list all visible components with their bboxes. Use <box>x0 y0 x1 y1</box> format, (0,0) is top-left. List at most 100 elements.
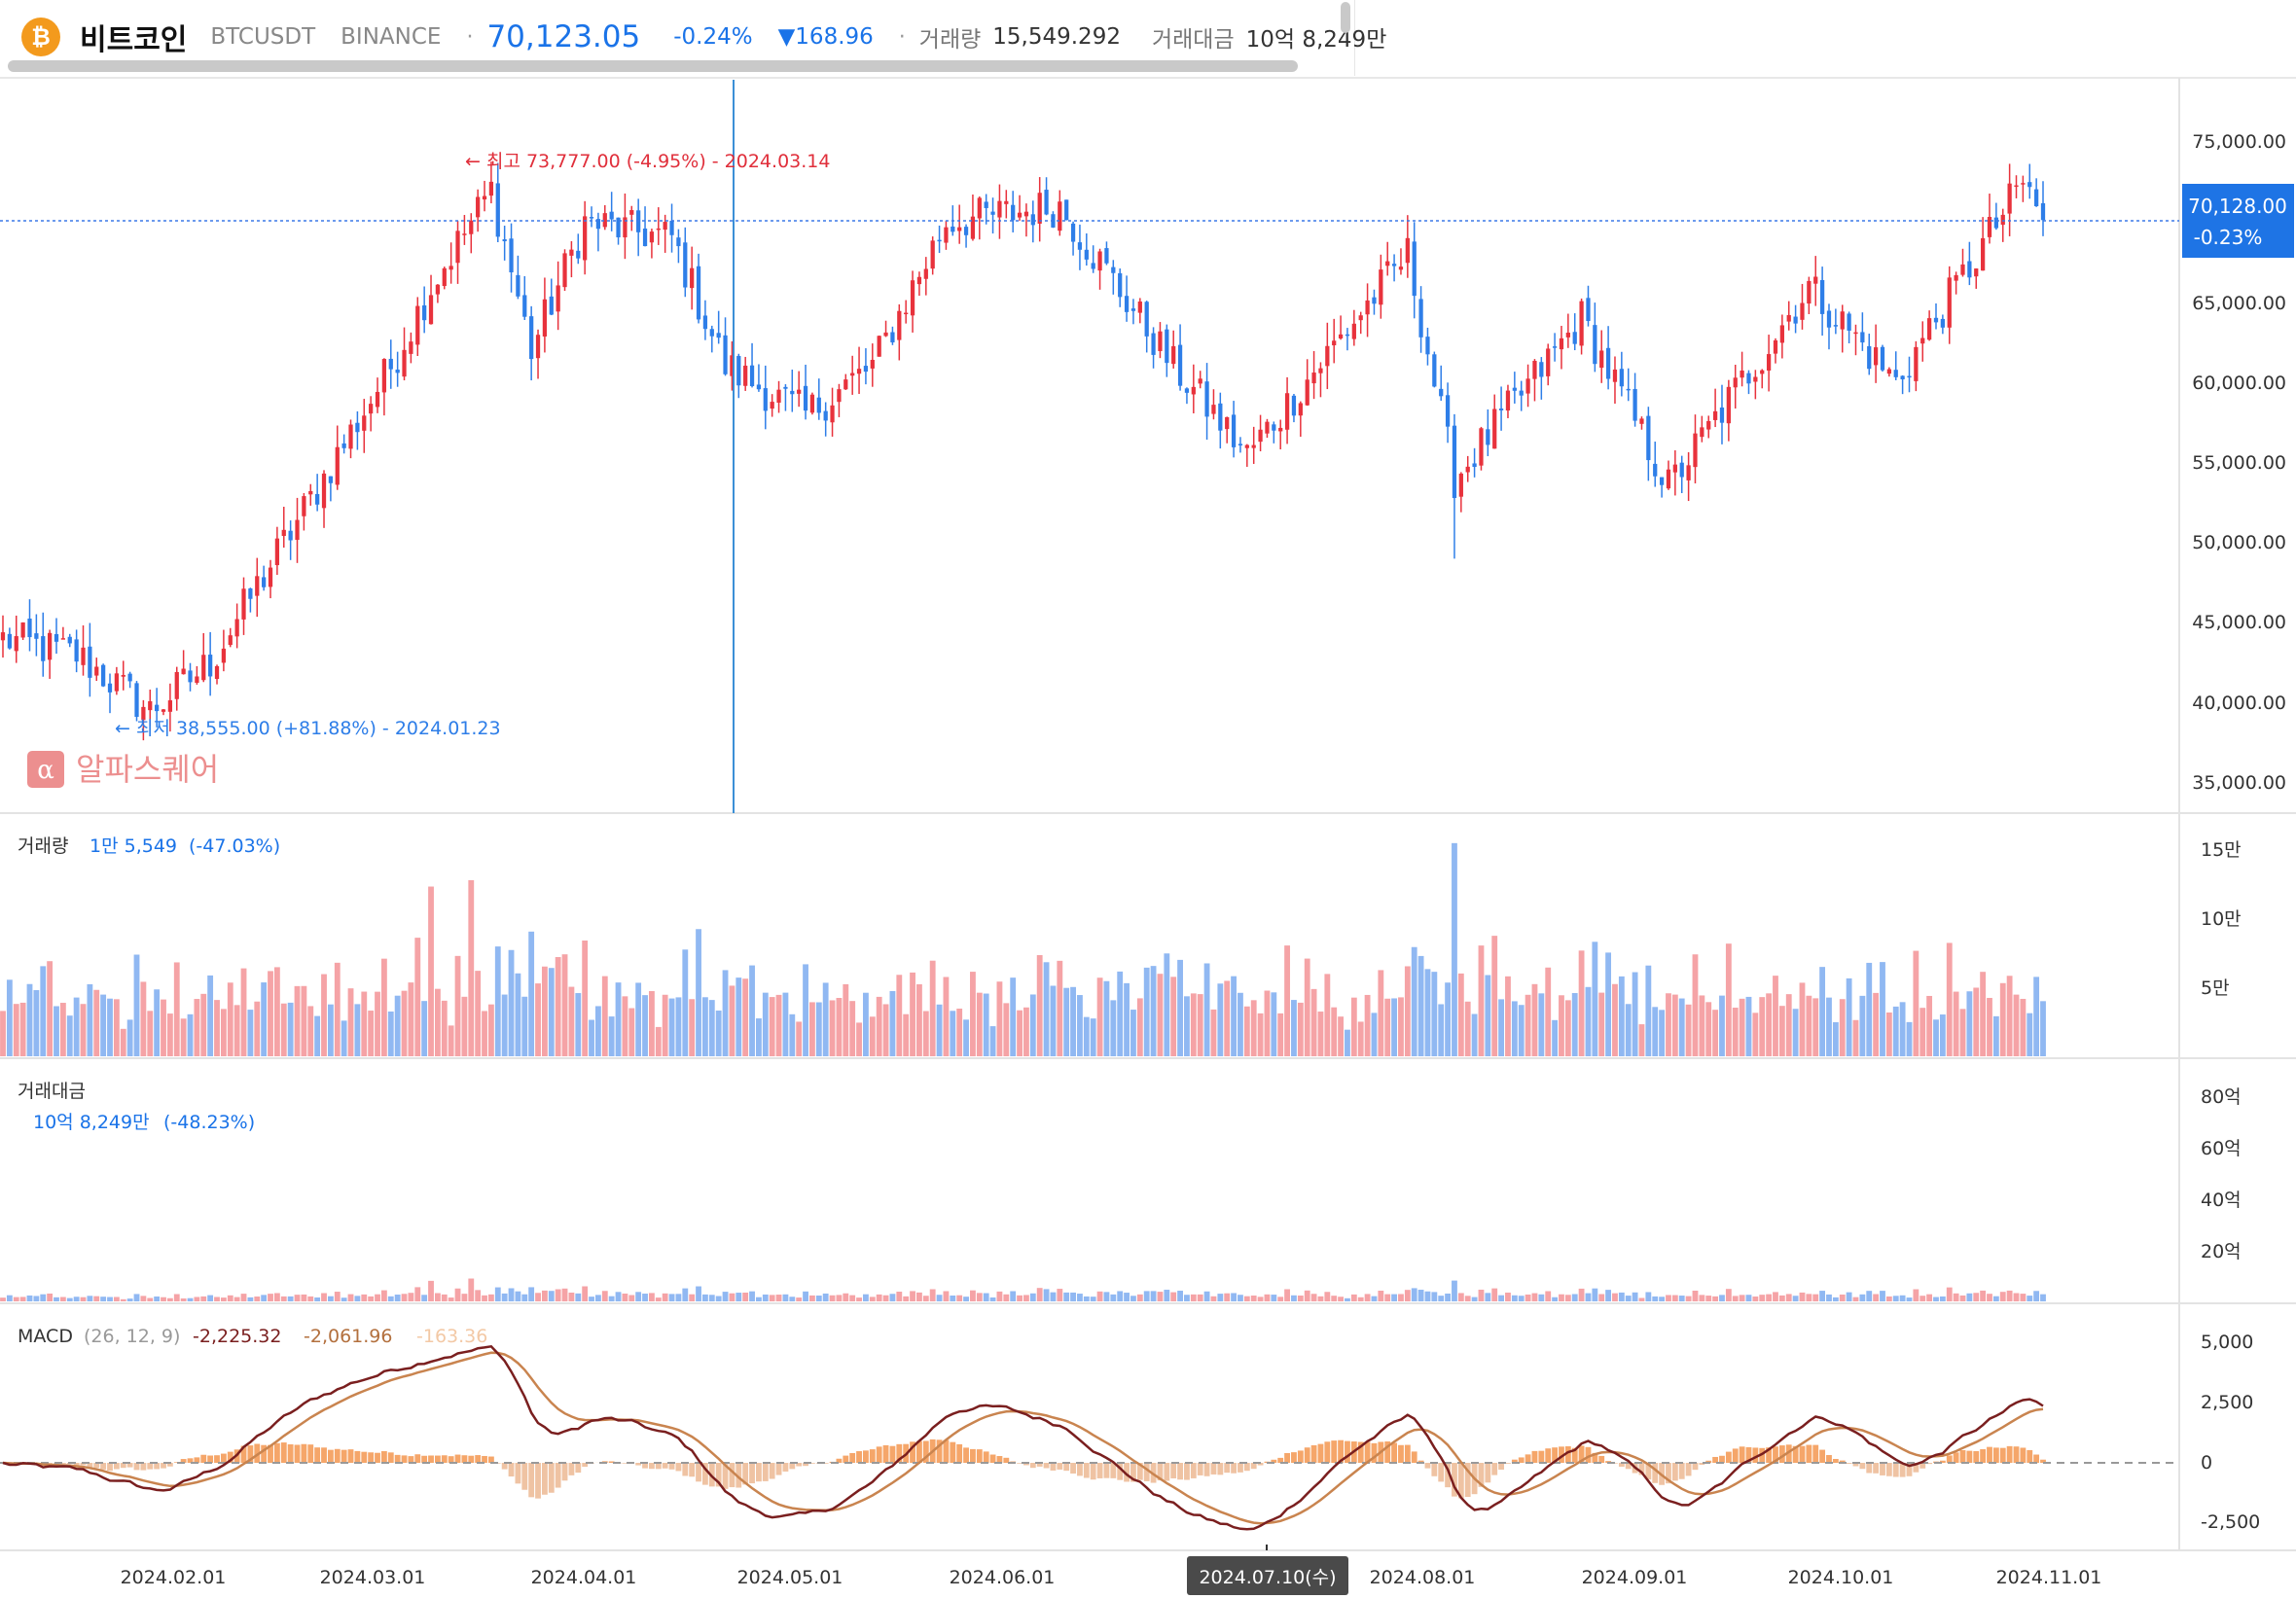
candle-body <box>1385 261 1390 266</box>
amount-bar <box>268 1294 273 1301</box>
macd-hist-bar <box>689 1463 696 1477</box>
volume-bar <box>1130 1010 1136 1056</box>
candle-body <box>435 284 441 295</box>
candle-body <box>1512 387 1517 391</box>
volume-bar <box>1719 995 1725 1056</box>
candle-body <box>1158 331 1163 351</box>
amount-bar <box>756 1297 762 1301</box>
amount-bar <box>1331 1296 1338 1301</box>
macd-hist-bar <box>876 1446 882 1463</box>
volume-bar <box>1350 997 1357 1056</box>
amount-bar <box>454 1288 461 1301</box>
amount-bar <box>1692 1290 1699 1301</box>
candle-body <box>20 622 25 638</box>
amount-bar <box>910 1291 915 1301</box>
macd-hist-bar <box>1003 1457 1010 1463</box>
date-axis-tick: 2024.10.01 <box>1788 1567 1894 1588</box>
candle-body <box>1599 350 1604 369</box>
volume-bar <box>1070 986 1076 1056</box>
amount-bar <box>1143 1291 1150 1301</box>
candle-body <box>1847 313 1851 331</box>
volume-bar <box>1103 980 1110 1056</box>
macd-hist-bar <box>394 1454 401 1463</box>
volume-bar <box>207 975 214 1056</box>
candle-body <box>1412 241 1417 297</box>
amount-bar <box>1238 1295 1243 1301</box>
volume-bar <box>166 1013 173 1056</box>
candle-body <box>783 386 788 389</box>
macd-hist-bar <box>1819 1449 1826 1463</box>
macd-hist-bar <box>280 1442 287 1463</box>
volume-bar <box>501 994 508 1056</box>
candle-body <box>101 664 106 687</box>
candle-body <box>195 676 199 684</box>
candle-body <box>274 538 280 566</box>
amount-bar <box>1177 1291 1183 1301</box>
volume-bar <box>1678 998 1685 1056</box>
macd-hist-bar <box>575 1463 582 1474</box>
candle-body <box>823 410 828 421</box>
candle-body <box>1372 297 1377 304</box>
candle-body <box>1231 414 1237 447</box>
candle-body <box>562 253 567 288</box>
volume-bar <box>950 1011 956 1056</box>
macd-hist-bar <box>749 1463 755 1484</box>
amount-bar <box>608 1296 615 1301</box>
amount-bar <box>1799 1292 1806 1301</box>
macd-hist-bar <box>1812 1444 1819 1463</box>
macd-hist-bar <box>154 1463 161 1470</box>
candle-body <box>1867 345 1872 370</box>
amount-bar <box>1117 1291 1124 1301</box>
macd-hist-bar <box>548 1463 555 1493</box>
amount-bar <box>561 1288 568 1301</box>
macd-signal-value: -2,061.96 <box>304 1326 392 1347</box>
candle-body <box>923 268 928 279</box>
candle-body <box>910 280 915 316</box>
candle-body <box>1144 302 1149 337</box>
volume-bar <box>194 999 200 1056</box>
amount-label: 거래대금 <box>1151 27 1235 53</box>
volume-bar <box>1732 1008 1739 1056</box>
amount-bar <box>1324 1292 1331 1301</box>
candle-body <box>1251 444 1256 448</box>
macd-hist-bar <box>1564 1445 1571 1463</box>
candle-body <box>262 577 267 587</box>
candle-body <box>161 709 166 712</box>
exchange-label: BINANCE <box>341 24 442 50</box>
candle-body <box>916 276 922 285</box>
volume-bar <box>294 985 301 1056</box>
amount-bar <box>1618 1292 1625 1301</box>
amount-bar <box>494 1287 501 1301</box>
macd-hist-bar <box>843 1455 849 1463</box>
header-vertical-scrollbar[interactable] <box>1341 2 1350 33</box>
candle-body <box>335 446 340 485</box>
candle-body <box>495 183 500 237</box>
volume-bar <box>1578 950 1585 1056</box>
candle-body <box>616 217 621 238</box>
candle-body <box>1091 263 1095 269</box>
macd-hist-bar <box>1411 1451 1417 1463</box>
volume-bar <box>1618 976 1625 1056</box>
candle-body <box>1458 473 1463 497</box>
candle-body <box>1498 409 1504 410</box>
candle-body <box>1004 200 1009 204</box>
candle-body <box>488 181 494 196</box>
amount-bar <box>33 1296 40 1301</box>
amount-bar <box>187 1297 194 1301</box>
amount-bar <box>1892 1296 1899 1301</box>
macd-hist-bar <box>147 1463 154 1470</box>
amount-bar <box>1518 1296 1525 1301</box>
amount-bar <box>87 1296 93 1301</box>
volume-bar <box>368 1011 375 1056</box>
macd-hist-bar <box>1029 1463 1036 1469</box>
volume-bar <box>922 1011 929 1056</box>
macd-hist-bar <box>1117 1463 1124 1480</box>
candle-body <box>476 196 481 218</box>
amount-bar <box>1043 1289 1050 1301</box>
header-horizontal-scrollbar[interactable] <box>8 60 1298 72</box>
macd-hist-bar <box>1238 1463 1243 1473</box>
macd-hist-bar <box>1057 1463 1063 1470</box>
volume-bar <box>970 972 976 1056</box>
macd-hist-bar <box>735 1463 742 1488</box>
